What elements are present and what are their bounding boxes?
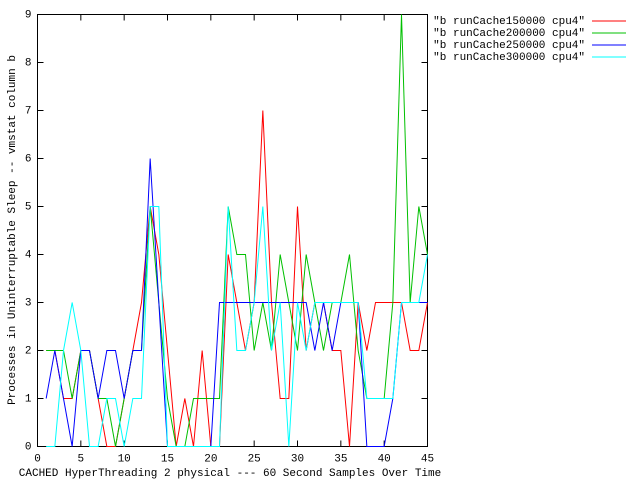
series-line <box>46 14 428 447</box>
y-tick-label: 9 <box>25 9 32 21</box>
x-tick-label: 45 <box>421 453 434 465</box>
plot-frame <box>37 14 428 447</box>
y-tick-label: 6 <box>25 153 32 165</box>
x-tick-label: 5 <box>78 453 85 465</box>
x-tick-label: 35 <box>334 453 347 465</box>
x-tick-label: 10 <box>118 453 131 465</box>
y-tick-label: 1 <box>25 393 32 405</box>
x-tick-label: 20 <box>204 453 217 465</box>
y-axis-label: Processes in Uninterruptable Sleep -- vm… <box>7 55 19 405</box>
series-line <box>46 206 428 447</box>
series-line <box>46 110 428 447</box>
y-tick-label: 7 <box>25 105 32 117</box>
y-tick-label: 2 <box>25 345 32 357</box>
y-tick-label: 3 <box>25 297 32 309</box>
x-tick-label: 30 <box>291 453 304 465</box>
legend-label: "b runCache150000 cpu4" <box>433 16 585 28</box>
x-tick-label: 15 <box>161 453 174 465</box>
x-tick-label: 25 <box>248 453 261 465</box>
x-tick-label: 0 <box>34 453 41 465</box>
y-tick-label: 4 <box>25 249 32 261</box>
legend-label: "b runCache250000 cpu4" <box>433 40 585 52</box>
y-tick-label: 5 <box>25 201 32 213</box>
y-tick-label: 0 <box>25 441 32 453</box>
y-tick-label: 8 <box>25 57 32 69</box>
x-tick-label: 40 <box>378 453 391 465</box>
series-line <box>45 158 428 447</box>
legend-label: "b runCache300000 cpu4" <box>433 52 585 64</box>
legend-label: "b runCache200000 cpu4" <box>433 28 585 40</box>
x-axis-label: CACHED HyperThreading 2 physical --- 60 … <box>19 468 441 480</box>
